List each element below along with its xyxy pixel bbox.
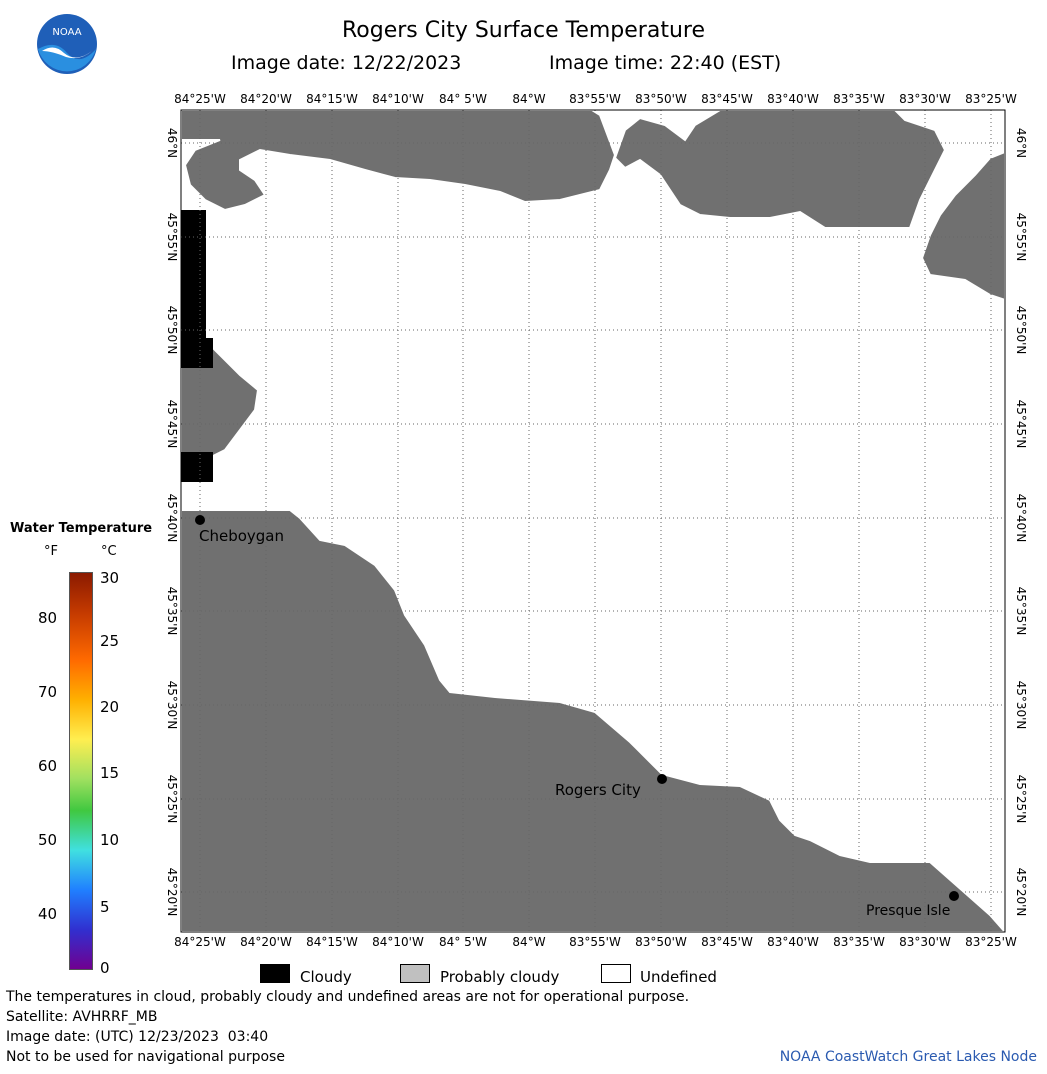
- lon-label: 84°20'W: [240, 92, 292, 106]
- c-tick: 30: [100, 569, 120, 587]
- rogers-city-marker: [657, 774, 667, 784]
- lon-label: 84°15'W: [306, 935, 358, 949]
- undefined-label: Undefined: [640, 968, 717, 986]
- legend-title: Water Temperature: [10, 521, 153, 536]
- lat-label: 45°20'N: [165, 867, 179, 917]
- lon-label: 84° 5'W: [439, 92, 487, 106]
- lat-label: 45°35'N: [1014, 586, 1028, 636]
- unit-fahrenheit: °F: [44, 544, 58, 559]
- lon-label: 83°55'W: [569, 935, 621, 949]
- probably-cloudy-swatch: [400, 964, 430, 983]
- lon-label: 83°45'W: [701, 92, 753, 106]
- cloudy-label: Cloudy: [300, 968, 352, 986]
- lat-label: 45°40'N: [165, 493, 179, 543]
- grid-lines: [181, 110, 1005, 932]
- lat-label: 45°30'N: [165, 680, 179, 730]
- navigation-disclaimer: Not to be used for navigational purpose: [6, 1049, 285, 1065]
- c-tick: 25: [100, 632, 120, 650]
- lon-label: 84°W: [512, 92, 546, 106]
- lon-label: 84°W: [512, 935, 546, 949]
- temperature-colorbar: [69, 572, 93, 970]
- lon-label: 83°40'W: [767, 935, 819, 949]
- f-tick: 40: [38, 905, 58, 923]
- lon-label: 83°30'W: [899, 935, 951, 949]
- f-tick: 50: [38, 831, 58, 849]
- lat-label: 46°N: [1014, 127, 1028, 159]
- lon-label: 84°10'W: [372, 92, 424, 106]
- rogers-city-label: Rogers City: [555, 781, 641, 799]
- f-tick: 70: [38, 683, 58, 701]
- lat-label: 45°30'N: [1014, 680, 1028, 730]
- lat-label: 45°55'N: [1014, 212, 1028, 262]
- lat-label: 45°55'N: [165, 212, 179, 262]
- f-tick: 80: [38, 609, 58, 627]
- lat-label: 45°20'N: [1014, 867, 1028, 917]
- map-title: Rogers City Surface Temperature: [341, 18, 706, 43]
- c-tick: 15: [100, 764, 120, 782]
- lon-label: 83°50'W: [635, 935, 687, 949]
- lat-label: 45°40'N: [1014, 493, 1028, 543]
- lon-label: 83°55'W: [569, 92, 621, 106]
- lat-label: 46°N: [165, 127, 179, 159]
- undefined-swatch: [601, 964, 631, 983]
- lon-label: 83°25'W: [965, 92, 1017, 106]
- lat-label: 45°45'N: [165, 399, 179, 449]
- presque-isle-label: Presque Isle: [866, 903, 951, 919]
- unit-celsius: °C: [101, 544, 117, 559]
- lat-label: 45°50'N: [165, 305, 179, 355]
- image-time: Image time: 22:40 (EST): [549, 52, 782, 74]
- disclaimer-note: The temperatures in cloud, probably clou…: [6, 989, 690, 1005]
- presque-isle-marker: [949, 891, 959, 901]
- lat-label: 45°50'N: [1014, 305, 1028, 355]
- lon-label: 84° 5'W: [439, 935, 487, 949]
- lat-label: 45°25'N: [1014, 774, 1028, 824]
- lon-label: 83°50'W: [635, 92, 687, 106]
- c-tick: 5: [100, 898, 110, 916]
- lon-label: 84°25'W: [174, 935, 226, 949]
- c-tick: 20: [100, 698, 120, 716]
- lat-label: 45°45'N: [1014, 399, 1028, 449]
- lon-label: 83°25'W: [965, 935, 1017, 949]
- lon-label: 83°35'W: [833, 92, 885, 106]
- cloudy-swatch: [260, 964, 290, 983]
- utc-date: Image date: (UTC) 12/23/2023 03:40: [6, 1029, 269, 1045]
- cheboygan-marker: [195, 515, 205, 525]
- probably-cloudy-label: Probably cloudy: [440, 968, 560, 986]
- lon-label: 83°45'W: [701, 935, 753, 949]
- map-frame: [180, 109, 1006, 933]
- lon-label: 84°25'W: [174, 92, 226, 106]
- lon-label: 83°40'W: [767, 92, 819, 106]
- cheboygan-label: Cheboygan: [199, 527, 285, 545]
- lon-label: 84°10'W: [372, 935, 424, 949]
- lon-label: 84°20'W: [240, 935, 292, 949]
- lat-label: 45°25'N: [165, 774, 179, 824]
- svg-text:NOAA: NOAA: [52, 27, 81, 38]
- credit-link[interactable]: NOAA CoastWatch Great Lakes Node: [779, 1049, 1037, 1065]
- satellite-info: Satellite: AVHRRF_MB: [6, 1009, 158, 1025]
- lat-label: 45°35'N: [165, 586, 179, 636]
- land-areas: [180, 109, 1008, 933]
- f-tick: 60: [38, 757, 58, 775]
- c-tick: 0: [100, 959, 110, 977]
- noaa-logo: NOAA: [37, 14, 97, 74]
- cloudy-areas: [181, 210, 213, 482]
- image-date: Image date: 12/22/2023: [231, 52, 462, 74]
- lon-label: 83°30'W: [899, 92, 951, 106]
- lon-label: 83°35'W: [833, 935, 885, 949]
- lon-label: 84°15'W: [306, 92, 358, 106]
- c-tick: 10: [100, 831, 120, 849]
